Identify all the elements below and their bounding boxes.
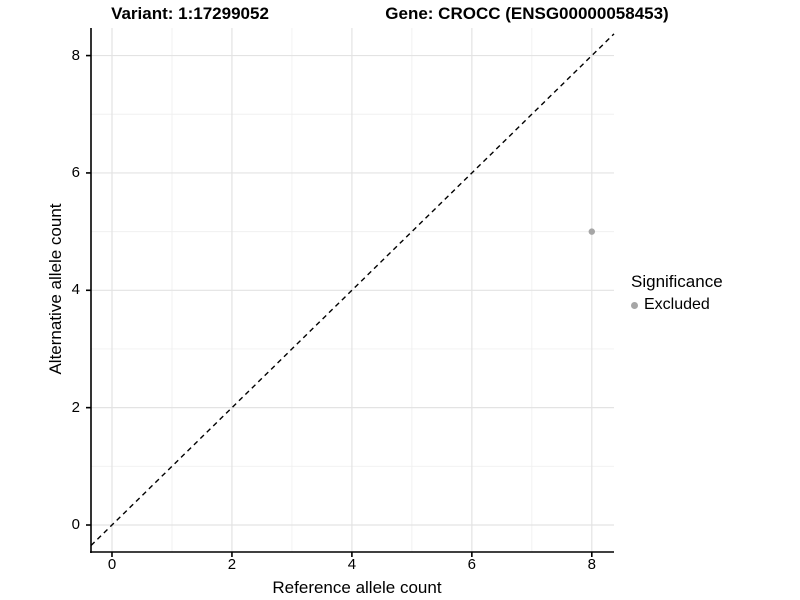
legend: Significance Excluded <box>631 272 723 314</box>
legend-item: Excluded <box>631 296 723 314</box>
legend-title: Significance <box>631 272 723 291</box>
x-tick-label: 2 <box>227 556 237 573</box>
gene-title: Gene: CROCC (ENSG00000058453) <box>385 4 669 23</box>
legend-item-label: Excluded <box>644 296 710 313</box>
x-tick-label: 6 <box>467 556 477 573</box>
y-tick-label: 4 <box>71 281 80 299</box>
legend-key-dot-icon <box>631 301 638 309</box>
data-point <box>588 228 596 235</box>
legend-items: Excluded <box>631 296 723 314</box>
x-tick-label: 0 <box>107 556 117 573</box>
y-tick-label: 6 <box>71 163 80 181</box>
variant-title: Variant: 1:17299052 <box>111 4 269 23</box>
y-tick-label: 8 <box>71 46 80 64</box>
y-axis-title: Alternative allele count <box>46 203 65 375</box>
x-tick-label: 4 <box>347 556 357 573</box>
x-tick-label: 8 <box>587 556 596 573</box>
y-tick-label: 0 <box>71 516 80 533</box>
y-tick-label: 2 <box>71 398 80 416</box>
x-axis-title: Reference allele count <box>272 578 442 597</box>
identity-line <box>90 33 615 547</box>
